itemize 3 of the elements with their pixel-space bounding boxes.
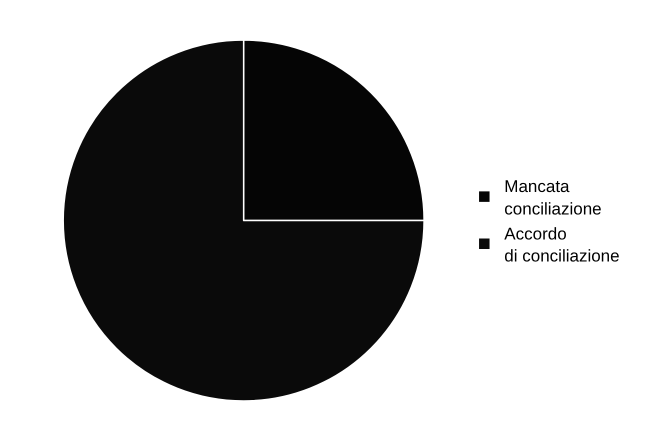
pie-slice bbox=[62, 39, 425, 402]
legend-label: Mancata conciliazione bbox=[504, 177, 602, 218]
legend-label: Accordo di conciliazione bbox=[504, 224, 620, 266]
